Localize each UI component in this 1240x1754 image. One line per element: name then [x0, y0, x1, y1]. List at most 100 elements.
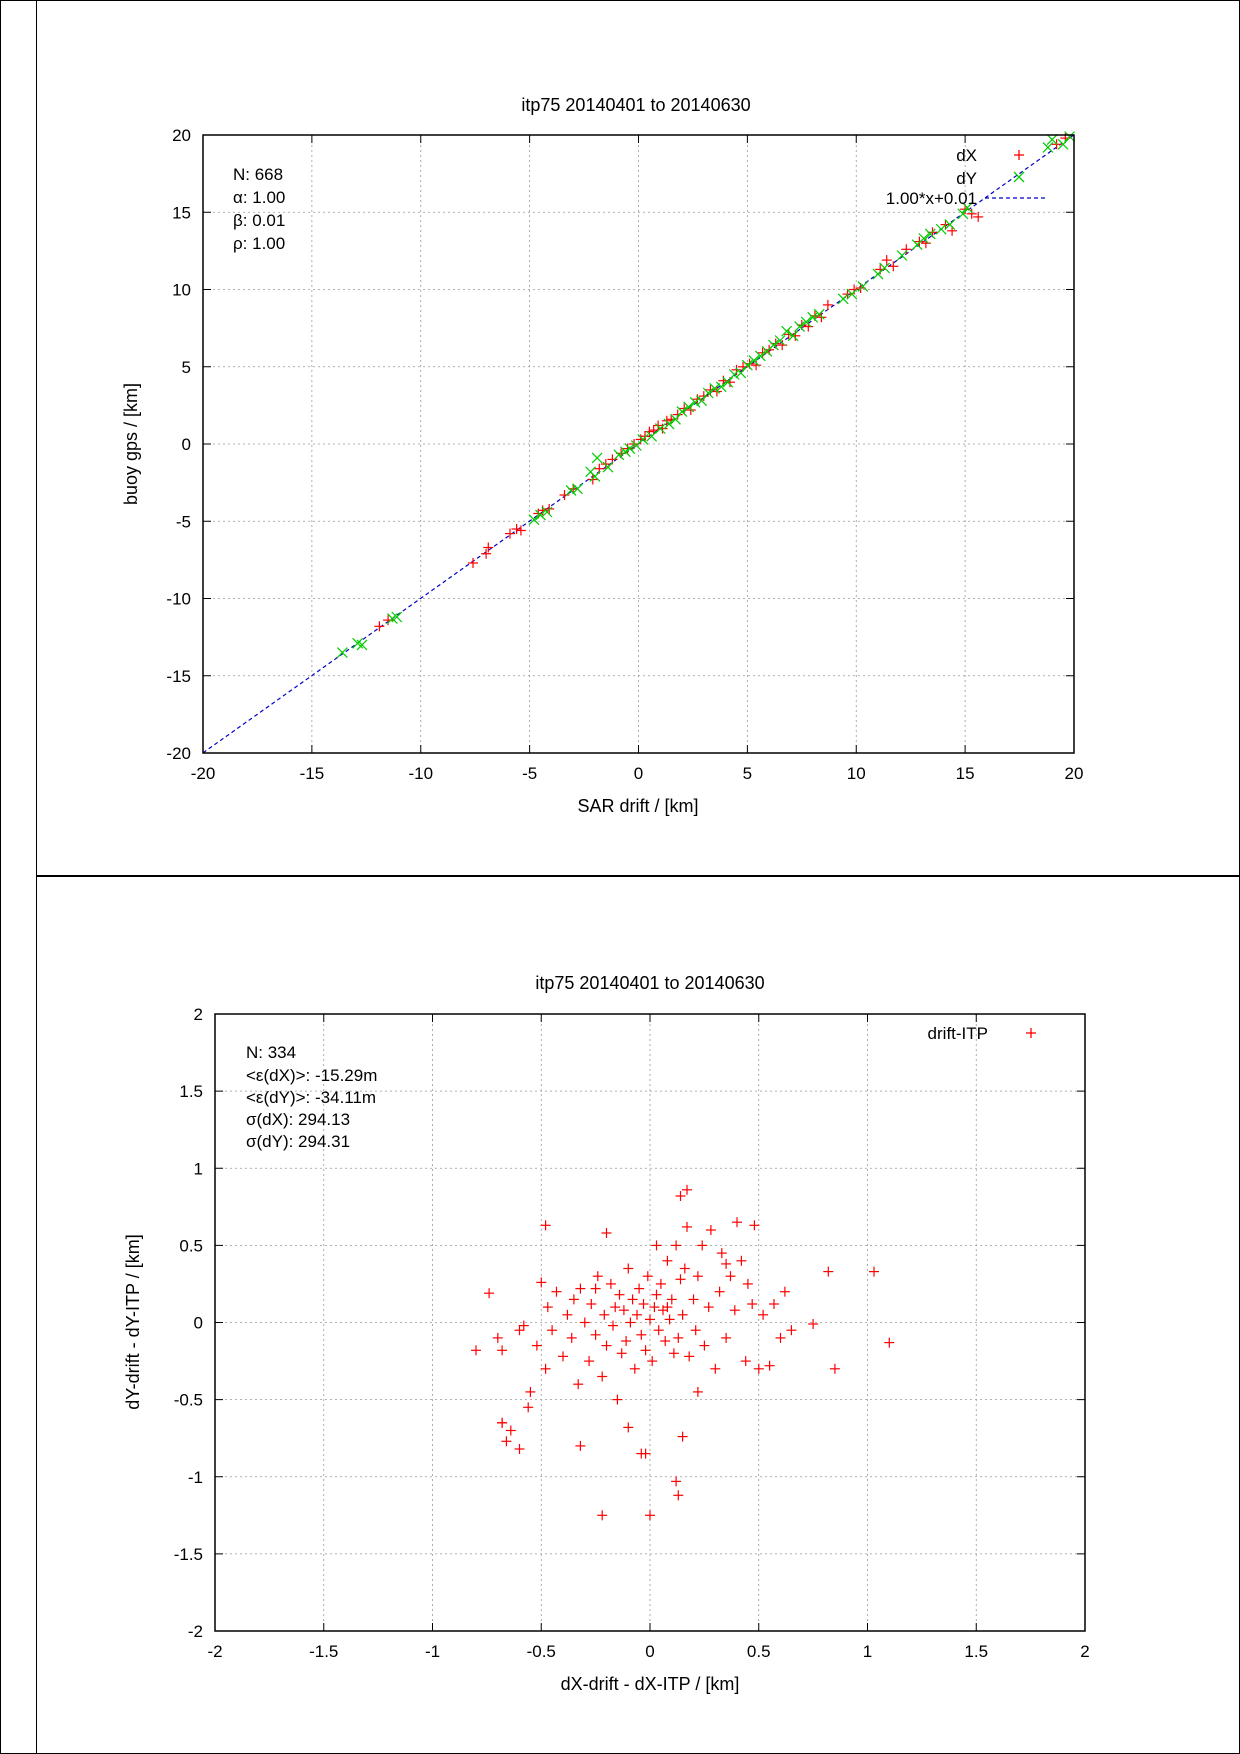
- chart-1-xtick-label: 0: [634, 764, 643, 783]
- data-point-drift-ITP: [684, 1351, 695, 1362]
- data-point-drift-ITP: [551, 1286, 562, 1297]
- data-point-drift-ITP: [682, 1184, 692, 1195]
- data-point-dY: [709, 382, 721, 394]
- data-point-dY: [613, 449, 625, 461]
- data-point-drift-ITP: [505, 1425, 516, 1436]
- data-point-dY: [689, 396, 701, 408]
- data-point-dX: [661, 415, 672, 426]
- data-point-dY: [896, 250, 908, 261]
- data-point-dY: [935, 223, 947, 235]
- data-point-dY: [336, 647, 348, 659]
- data-point-drift-ITP: [721, 1258, 732, 1269]
- data-point-drift-ITP: [692, 1386, 703, 1397]
- data-point-drift-ITP: [547, 1325, 558, 1336]
- data-point-drift-ITP: [649, 1302, 660, 1313]
- chart-2-xtick-label: 0.5: [747, 1642, 771, 1661]
- chart-1-xtick-label: 5: [743, 764, 752, 783]
- data-point-drift-ITP: [623, 1422, 634, 1433]
- data-point-drift-ITP: [612, 1394, 623, 1405]
- chart-1: itp75 20140401 to 20140630 -20 -15 -10 -5 0 5…: [121, 95, 1083, 816]
- data-point-drift-ITP: [736, 1255, 747, 1266]
- data-point-dY: [879, 262, 891, 274]
- data-point-drift-ITP: [627, 1294, 638, 1305]
- chart-2-stats: N: 334 <ε(dX)>: -15.29m <ε(dY)>: -34.11m…: [246, 1043, 377, 1151]
- data-point-dY: [602, 461, 614, 473]
- chart-2-stat-mean-dy: <ε(dY)>: -34.11m: [246, 1088, 376, 1107]
- data-point-drift-ITP: [497, 1417, 508, 1428]
- data-point-drift-ITP: [655, 1278, 666, 1289]
- chart-1-ytick-label: -20: [166, 744, 191, 763]
- data-point-dY: [1046, 134, 1058, 146]
- data-point-drift-ITP: [645, 1510, 655, 1521]
- data-point-dY: [728, 369, 740, 380]
- data-point-drift-ITP: [829, 1363, 840, 1374]
- data-point-drift-ITP: [742, 1278, 753, 1289]
- data-point-dX: [777, 340, 788, 351]
- data-point-drift-ITP: [682, 1221, 692, 1232]
- data-point-drift-ITP: [514, 1325, 525, 1336]
- chart-2-ytick-label: -1.5: [174, 1545, 203, 1564]
- chart-2-points: [471, 1184, 895, 1521]
- data-point-dY: [837, 293, 849, 305]
- data-point-dX: [901, 244, 912, 255]
- data-point-dY: [787, 330, 799, 342]
- data-point-drift-ITP: [599, 1309, 610, 1320]
- chart-2-stat-mean-dx: <ε(dX)>: -15.29m: [246, 1066, 377, 1085]
- data-point-drift-ITP: [640, 1345, 651, 1356]
- data-point-dX: [666, 414, 677, 425]
- data-point-dY: [748, 355, 760, 367]
- data-point-dX: [587, 474, 598, 485]
- data-point-dX: [816, 312, 827, 323]
- data-point-drift-ITP: [573, 1379, 584, 1390]
- legend-marker-dY: [1013, 171, 1025, 183]
- legend-label-fit: 1.00*x+0.01: [886, 189, 977, 208]
- data-point-drift-ITP: [540, 1220, 551, 1231]
- data-point-dY: [646, 430, 658, 442]
- data-point-dX: [505, 528, 515, 539]
- left-margin-rule: [36, 0, 37, 1754]
- chart-1-ytick-label: -10: [166, 590, 191, 609]
- chart-1-stat-alpha: α: 1.00: [233, 188, 285, 207]
- chart-2: itp75 20140401 to 20140630 -2 -1.5 -1 -0.5 0…: [123, 973, 1090, 1694]
- data-point-drift-ITP: [586, 1299, 597, 1309]
- data-point-drift-ITP: [884, 1337, 895, 1348]
- chart-1-ytick-label: 5: [182, 358, 191, 377]
- data-point-dY: [768, 339, 779, 351]
- data-point-drift-ITP: [764, 1360, 775, 1371]
- data-point-drift-ITP: [710, 1363, 721, 1374]
- data-point-drift-ITP: [729, 1305, 740, 1316]
- data-point-drift-ITP: [616, 1348, 627, 1359]
- data-point-dX: [483, 542, 494, 553]
- chart-1-stat-beta: β: 0.01: [233, 211, 285, 230]
- data-point-drift-ITP: [714, 1286, 725, 1297]
- data-point-drift-ITP: [721, 1332, 732, 1343]
- data-point-dY: [670, 413, 681, 425]
- chart-1-ytick-label: 10: [172, 281, 191, 300]
- data-point-dY: [528, 514, 540, 526]
- data-point-drift-ITP: [568, 1294, 579, 1305]
- data-point-drift-ITP: [653, 1325, 664, 1336]
- data-point-dY: [535, 509, 546, 521]
- data-point-dX: [973, 211, 984, 222]
- data-point-drift-ITP: [601, 1228, 612, 1238]
- data-point-dY: [356, 639, 368, 651]
- data-point-drift-ITP: [677, 1309, 688, 1320]
- chart-1-ytick-label: -5: [176, 512, 191, 531]
- chart-2-stat-sigma-dx: σ(dX): 294.13: [246, 1110, 350, 1129]
- chart-2-ytick-label: -1: [188, 1468, 203, 1487]
- chart-2-title: itp75 20140401 to 20140630: [535, 973, 764, 993]
- data-point-drift-ITP: [590, 1329, 601, 1340]
- data-point-drift-ITP: [666, 1294, 677, 1305]
- data-point-drift-ITP: [523, 1402, 534, 1413]
- chart-2-xtick-label: 1.5: [964, 1642, 988, 1661]
- data-point-drift-ITP: [497, 1345, 508, 1356]
- chart-2-ytick-label: -2: [188, 1622, 203, 1641]
- chart-1-xtick-label: 20: [1065, 764, 1084, 783]
- data-point-drift-ITP: [525, 1386, 536, 1397]
- data-point-dX: [374, 621, 385, 632]
- data-point-dY: [774, 335, 786, 346]
- data-point-drift-ITP: [758, 1309, 769, 1320]
- data-point-dY: [961, 202, 973, 214]
- data-point-dY: [702, 387, 714, 399]
- legend-marker-dX: [1014, 150, 1024, 160]
